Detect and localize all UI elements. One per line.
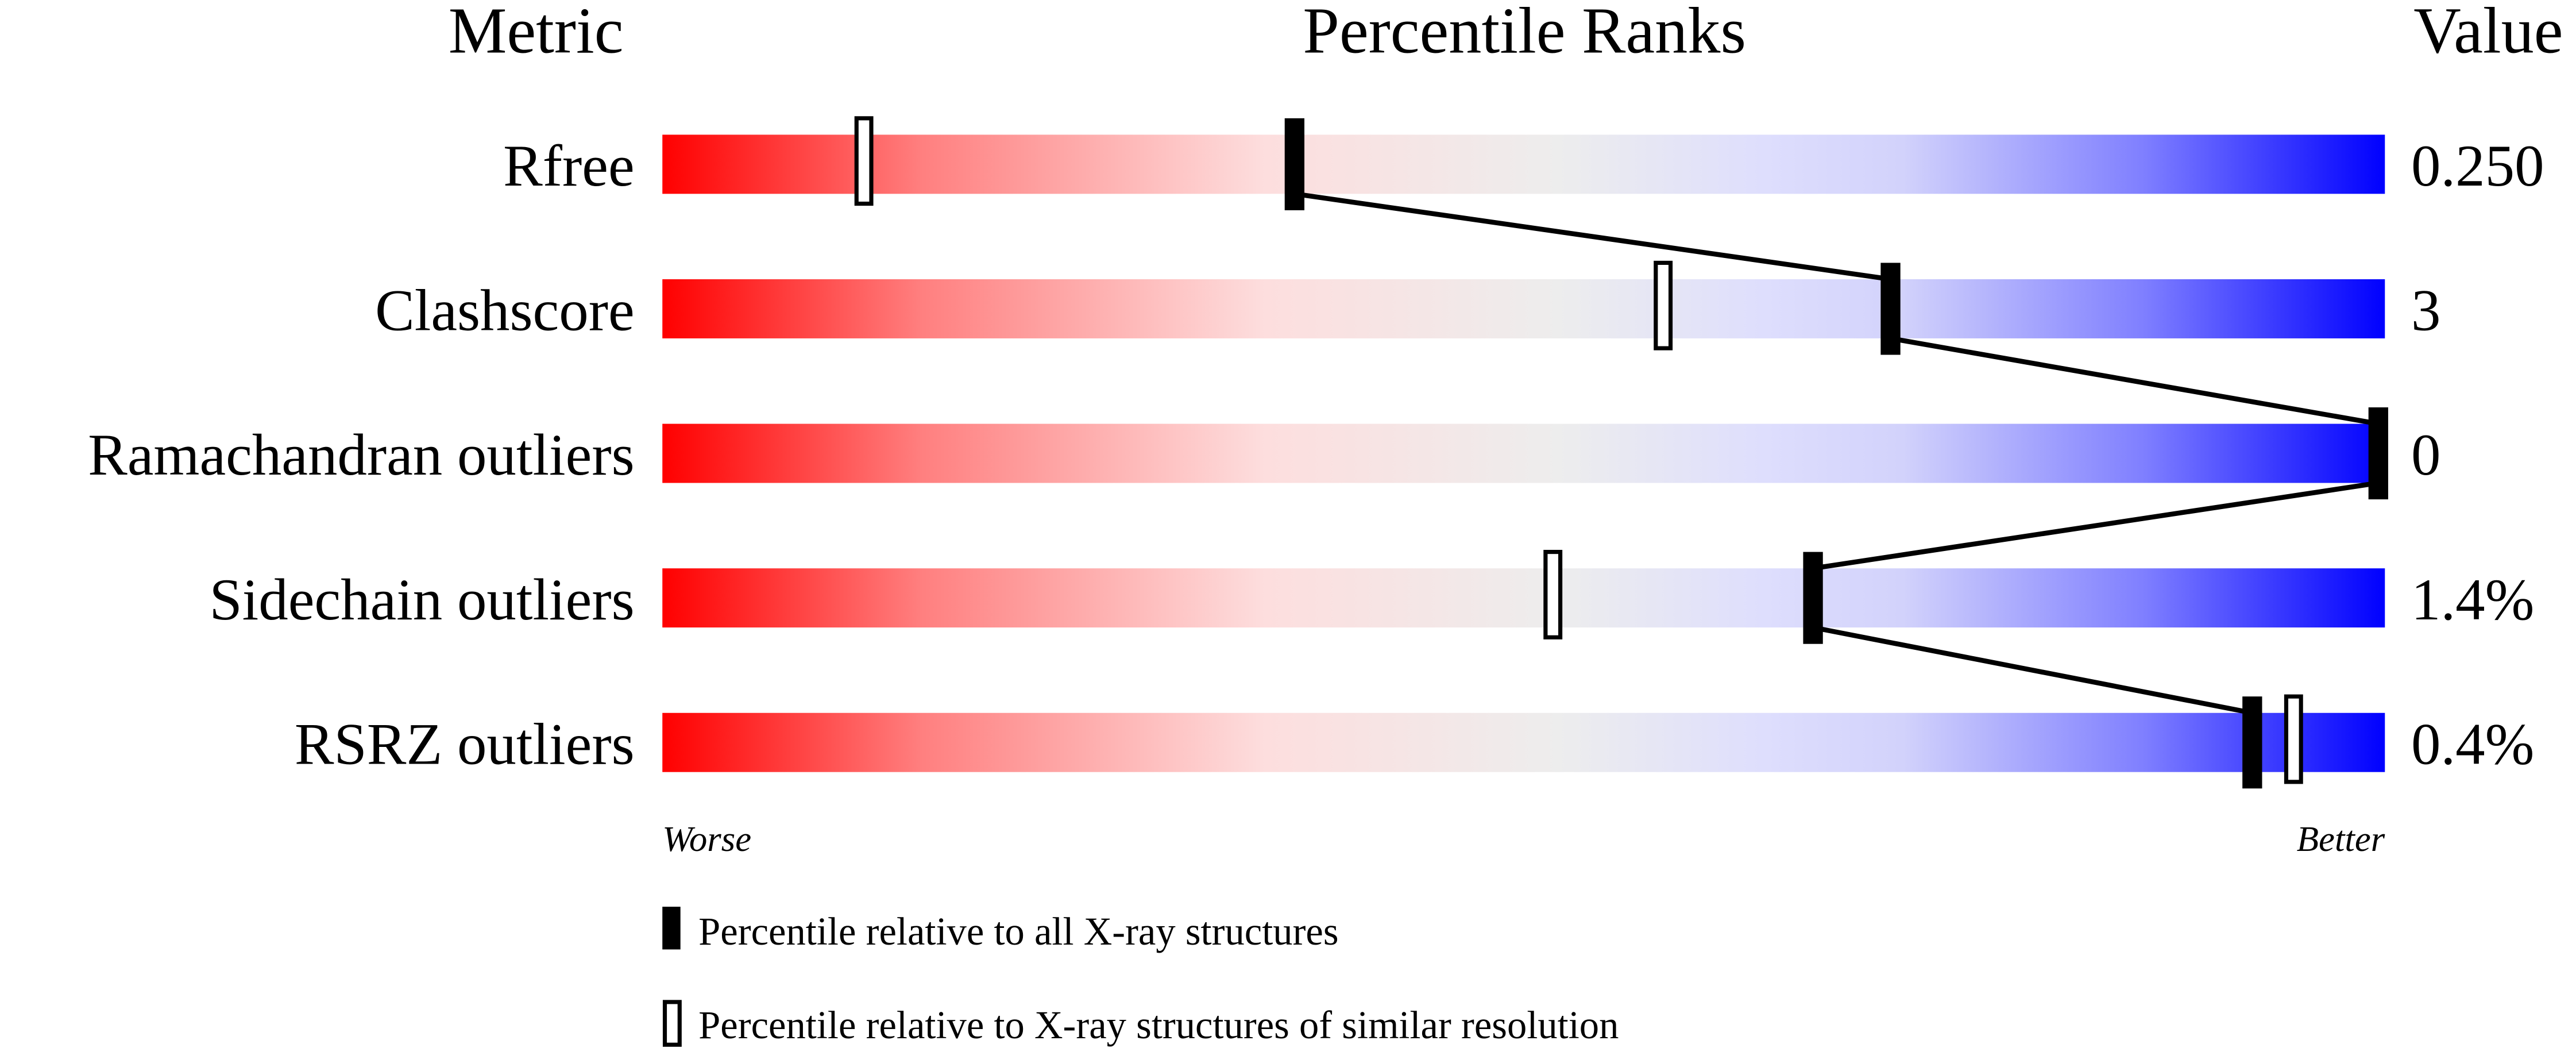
percentile-bar xyxy=(662,423,2385,483)
marker-similar-resolution xyxy=(2284,694,2303,784)
connector-line xyxy=(1812,480,2379,571)
legend-similar-label: Percentile relative to X-ray structures … xyxy=(698,1003,1619,1047)
marker-similar-resolution xyxy=(854,116,874,206)
better-label: Better xyxy=(2297,819,2385,859)
marker-all-structures xyxy=(2242,696,2262,789)
worse-label: Worse xyxy=(662,819,751,859)
header-metric: Metric xyxy=(449,0,624,67)
percentile-bar xyxy=(662,134,2385,194)
marker-similar-resolution xyxy=(1543,550,1563,639)
metric-value: 3 xyxy=(2411,278,2440,344)
legend-open-marker xyxy=(662,1000,682,1047)
percentile-bar xyxy=(662,279,2385,338)
connector-line xyxy=(1812,625,2253,715)
marker-all-structures xyxy=(1880,263,1901,355)
marker-all-structures xyxy=(1803,552,1823,644)
metric-label: Rfree xyxy=(503,133,635,199)
rows: Rfree 0.250 Clashscore 3 Ramachandran outlie… xyxy=(88,116,2544,789)
legend-filled-marker xyxy=(662,907,681,950)
percentile-bar xyxy=(662,568,2385,628)
marker-all-structures xyxy=(1284,118,1305,210)
connector-line xyxy=(1294,191,1891,282)
metric-value: 0 xyxy=(2411,422,2440,488)
legend-all-label: Percentile relative to all X-ray structu… xyxy=(698,910,1338,953)
metric-value: 0.4% xyxy=(2411,711,2534,777)
header-value: Value xyxy=(2413,0,2563,67)
metric-label: Ramachandran outliers xyxy=(88,422,635,488)
marker-all-structures xyxy=(2368,407,2388,500)
percentile-bar xyxy=(662,712,2385,772)
metric-label: RSRZ outliers xyxy=(295,711,635,777)
metric-value: 1.4% xyxy=(2411,567,2534,633)
marker-similar-resolution xyxy=(1654,260,1673,350)
metric-label: Clashscore xyxy=(375,278,635,344)
metric-value: 0.250 xyxy=(2411,133,2544,199)
header-percentile-ranks: Percentile Ranks xyxy=(1303,0,1746,67)
metric-label: Sidechain outliers xyxy=(209,567,634,633)
connector-line xyxy=(1890,336,2379,426)
